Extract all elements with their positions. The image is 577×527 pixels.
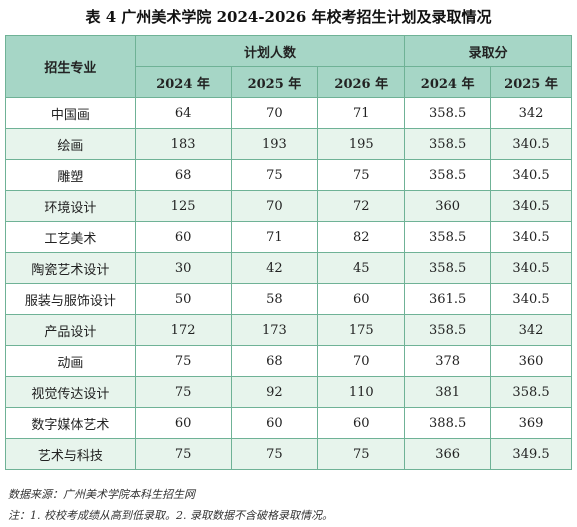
source-note: 数据来源：广州美术学院本科生招生网 <box>8 488 195 501</box>
table-row: 工艺美术 60 71 82 358.5 340.5 <box>5 221 572 253</box>
value-cell: 369 <box>490 407 572 439</box>
value-cell: 175 <box>317 314 406 346</box>
major-cell: 数字媒体艺术 <box>5 407 136 439</box>
value-cell: 358.5 <box>404 128 492 160</box>
table-title: 表 4 广州美术学院 2024-2026 年校考招生计划及录取情况 <box>85 8 492 26</box>
value-cell: 340.5 <box>490 159 572 191</box>
value-cell: 70 <box>230 97 319 129</box>
table-row: 中国画 64 70 71 358.5 342 <box>5 97 572 129</box>
year-header: 2024 年 <box>134 66 232 98</box>
value-cell: 388.5 <box>404 407 492 439</box>
table-row: 环境设计 125 70 72 360 340.5 <box>5 190 572 222</box>
table-row: 陶瓷艺术设计 30 42 45 358.5 340.5 <box>5 252 572 284</box>
value-cell: 125 <box>134 190 232 222</box>
value-cell: 340.5 <box>490 190 572 222</box>
table-row: 服装与服饰设计 50 58 60 361.5 340.5 <box>5 283 572 315</box>
value-cell: 75 <box>134 438 232 470</box>
footnote: 注：1. 校校考成绩从高到低录取。2. 录取数据不含破格录取情况。 <box>8 509 333 522</box>
value-cell: 110 <box>317 376 406 408</box>
value-cell: 342 <box>490 97 572 129</box>
major-cell: 动画 <box>5 345 136 377</box>
value-cell: 358.5 <box>490 376 572 408</box>
value-cell: 378 <box>404 345 492 377</box>
value-cell: 358.5 <box>404 314 492 346</box>
value-cell: 82 <box>317 221 406 253</box>
table-row: 艺术与科技 75 75 75 366 349.5 <box>5 438 572 470</box>
year-header: 2026 年 <box>317 66 406 98</box>
year-header: 2025 年 <box>490 66 572 98</box>
major-cell: 中国画 <box>5 97 136 129</box>
value-cell: 60 <box>317 283 406 315</box>
value-cell: 71 <box>317 97 406 129</box>
year-header: 2024 年 <box>404 66 492 98</box>
value-cell: 72 <box>317 190 406 222</box>
value-cell: 60 <box>134 221 232 253</box>
major-cell: 陶瓷艺术设计 <box>5 252 136 284</box>
header-cell: 招生专业 <box>5 35 136 98</box>
value-cell: 358.5 <box>404 159 492 191</box>
value-cell: 381 <box>404 376 492 408</box>
table-row: 数字媒体艺术 60 60 60 388.5 369 <box>5 407 572 439</box>
value-cell: 75 <box>134 376 232 408</box>
value-cell: 71 <box>230 221 319 253</box>
year-header: 2025 年 <box>230 66 319 98</box>
value-cell: 60 <box>230 407 319 439</box>
value-cell: 340.5 <box>490 283 572 315</box>
table-row: 雕塑 68 75 75 358.5 340.5 <box>5 159 572 191</box>
value-cell: 68 <box>230 345 319 377</box>
value-cell: 172 <box>134 314 232 346</box>
value-cell: 70 <box>317 345 406 377</box>
value-cell: 361.5 <box>404 283 492 315</box>
value-cell: 193 <box>230 128 319 160</box>
value-cell: 360 <box>404 190 492 222</box>
major-cell: 环境设计 <box>5 190 136 222</box>
major-cell: 艺术与科技 <box>5 438 136 470</box>
value-cell: 342 <box>490 314 572 346</box>
value-cell: 75 <box>317 159 406 191</box>
value-cell: 58 <box>230 283 319 315</box>
table-row: 产品设计 172 173 175 358.5 342 <box>5 314 572 346</box>
value-cell: 360 <box>490 345 572 377</box>
table-row: 绘画 183 193 195 358.5 340.5 <box>5 128 572 160</box>
value-cell: 340.5 <box>490 128 572 160</box>
value-cell: 45 <box>317 252 406 284</box>
header-cell: 计划人数 <box>134 35 406 67</box>
value-cell: 349.5 <box>490 438 572 470</box>
value-cell: 68 <box>134 159 232 191</box>
value-cell: 195 <box>317 128 406 160</box>
header-cell: 录取分 <box>404 35 572 67</box>
major-cell: 绘画 <box>5 128 136 160</box>
value-cell: 60 <box>317 407 406 439</box>
major-cell: 视觉传达设计 <box>5 376 136 408</box>
value-cell: 183 <box>134 128 232 160</box>
data-table: 招生专业 计划人数 录取分 2024 年 2025 年 2026 年 2024 年 20… <box>5 35 572 470</box>
major-cell: 产品设计 <box>5 314 136 346</box>
value-cell: 42 <box>230 252 319 284</box>
value-cell: 75 <box>230 438 319 470</box>
value-cell: 30 <box>134 252 232 284</box>
value-cell: 60 <box>134 407 232 439</box>
value-cell: 92 <box>230 376 319 408</box>
value-cell: 358.5 <box>404 252 492 284</box>
value-cell: 75 <box>317 438 406 470</box>
major-cell: 工艺美术 <box>5 221 136 253</box>
major-cell: 雕塑 <box>5 159 136 191</box>
value-cell: 75 <box>134 345 232 377</box>
value-cell: 75 <box>230 159 319 191</box>
value-cell: 366 <box>404 438 492 470</box>
value-cell: 50 <box>134 283 232 315</box>
table-row: 视觉传达设计 75 92 110 381 358.5 <box>5 376 572 408</box>
value-cell: 340.5 <box>490 221 572 253</box>
value-cell: 358.5 <box>404 97 492 129</box>
value-cell: 358.5 <box>404 221 492 253</box>
value-cell: 64 <box>134 97 232 129</box>
value-cell: 173 <box>230 314 319 346</box>
major-cell: 服装与服饰设计 <box>5 283 136 315</box>
table-row: 动画 75 68 70 378 360 <box>5 345 572 377</box>
value-cell: 70 <box>230 190 319 222</box>
value-cell: 340.5 <box>490 252 572 284</box>
